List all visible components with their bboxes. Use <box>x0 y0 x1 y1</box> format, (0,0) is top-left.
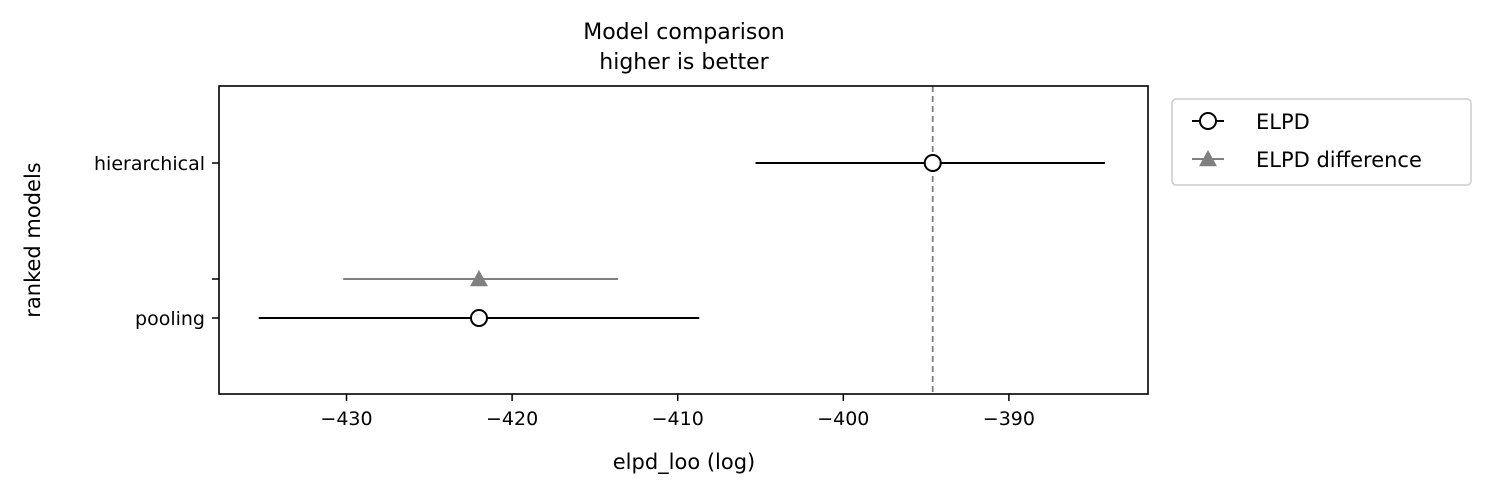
x-tick-label: −420 <box>486 408 538 430</box>
elpd-point <box>923 154 942 172</box>
x-tick-label: −390 <box>983 408 1035 430</box>
x-tick-label: −400 <box>817 408 869 430</box>
x-axis-ticks: −430 −420 −410 −400 −390 <box>320 394 1035 430</box>
legend-frame <box>1171 98 1472 186</box>
legend-triangle-marker <box>1199 150 1217 167</box>
elpd-difference-point <box>469 270 488 287</box>
x-tick-label: −430 <box>320 408 372 430</box>
y-tick-label: pooling <box>135 308 205 330</box>
x-tick-label: −410 <box>652 408 704 430</box>
y-tick-label: hierarchical <box>94 153 205 175</box>
chart-title-line-1: Model comparison <box>583 20 785 45</box>
y-axis-label: ranked models <box>21 162 45 317</box>
x-axis-label: elpd_loo (log) <box>613 450 756 475</box>
chart-title-line-2: higher is better <box>599 50 769 75</box>
legend-circle-marker <box>1199 112 1217 130</box>
legend-label: ELPD difference <box>1256 148 1422 172</box>
axes-frame <box>218 85 1149 395</box>
plot-area <box>258 86 1105 394</box>
legend: ELPD ELPD difference <box>1171 98 1472 186</box>
legend-label: ELPD <box>1256 110 1310 134</box>
y-axis-ticks: hierarchical pooling <box>94 153 219 330</box>
elpd-point <box>469 309 488 327</box>
